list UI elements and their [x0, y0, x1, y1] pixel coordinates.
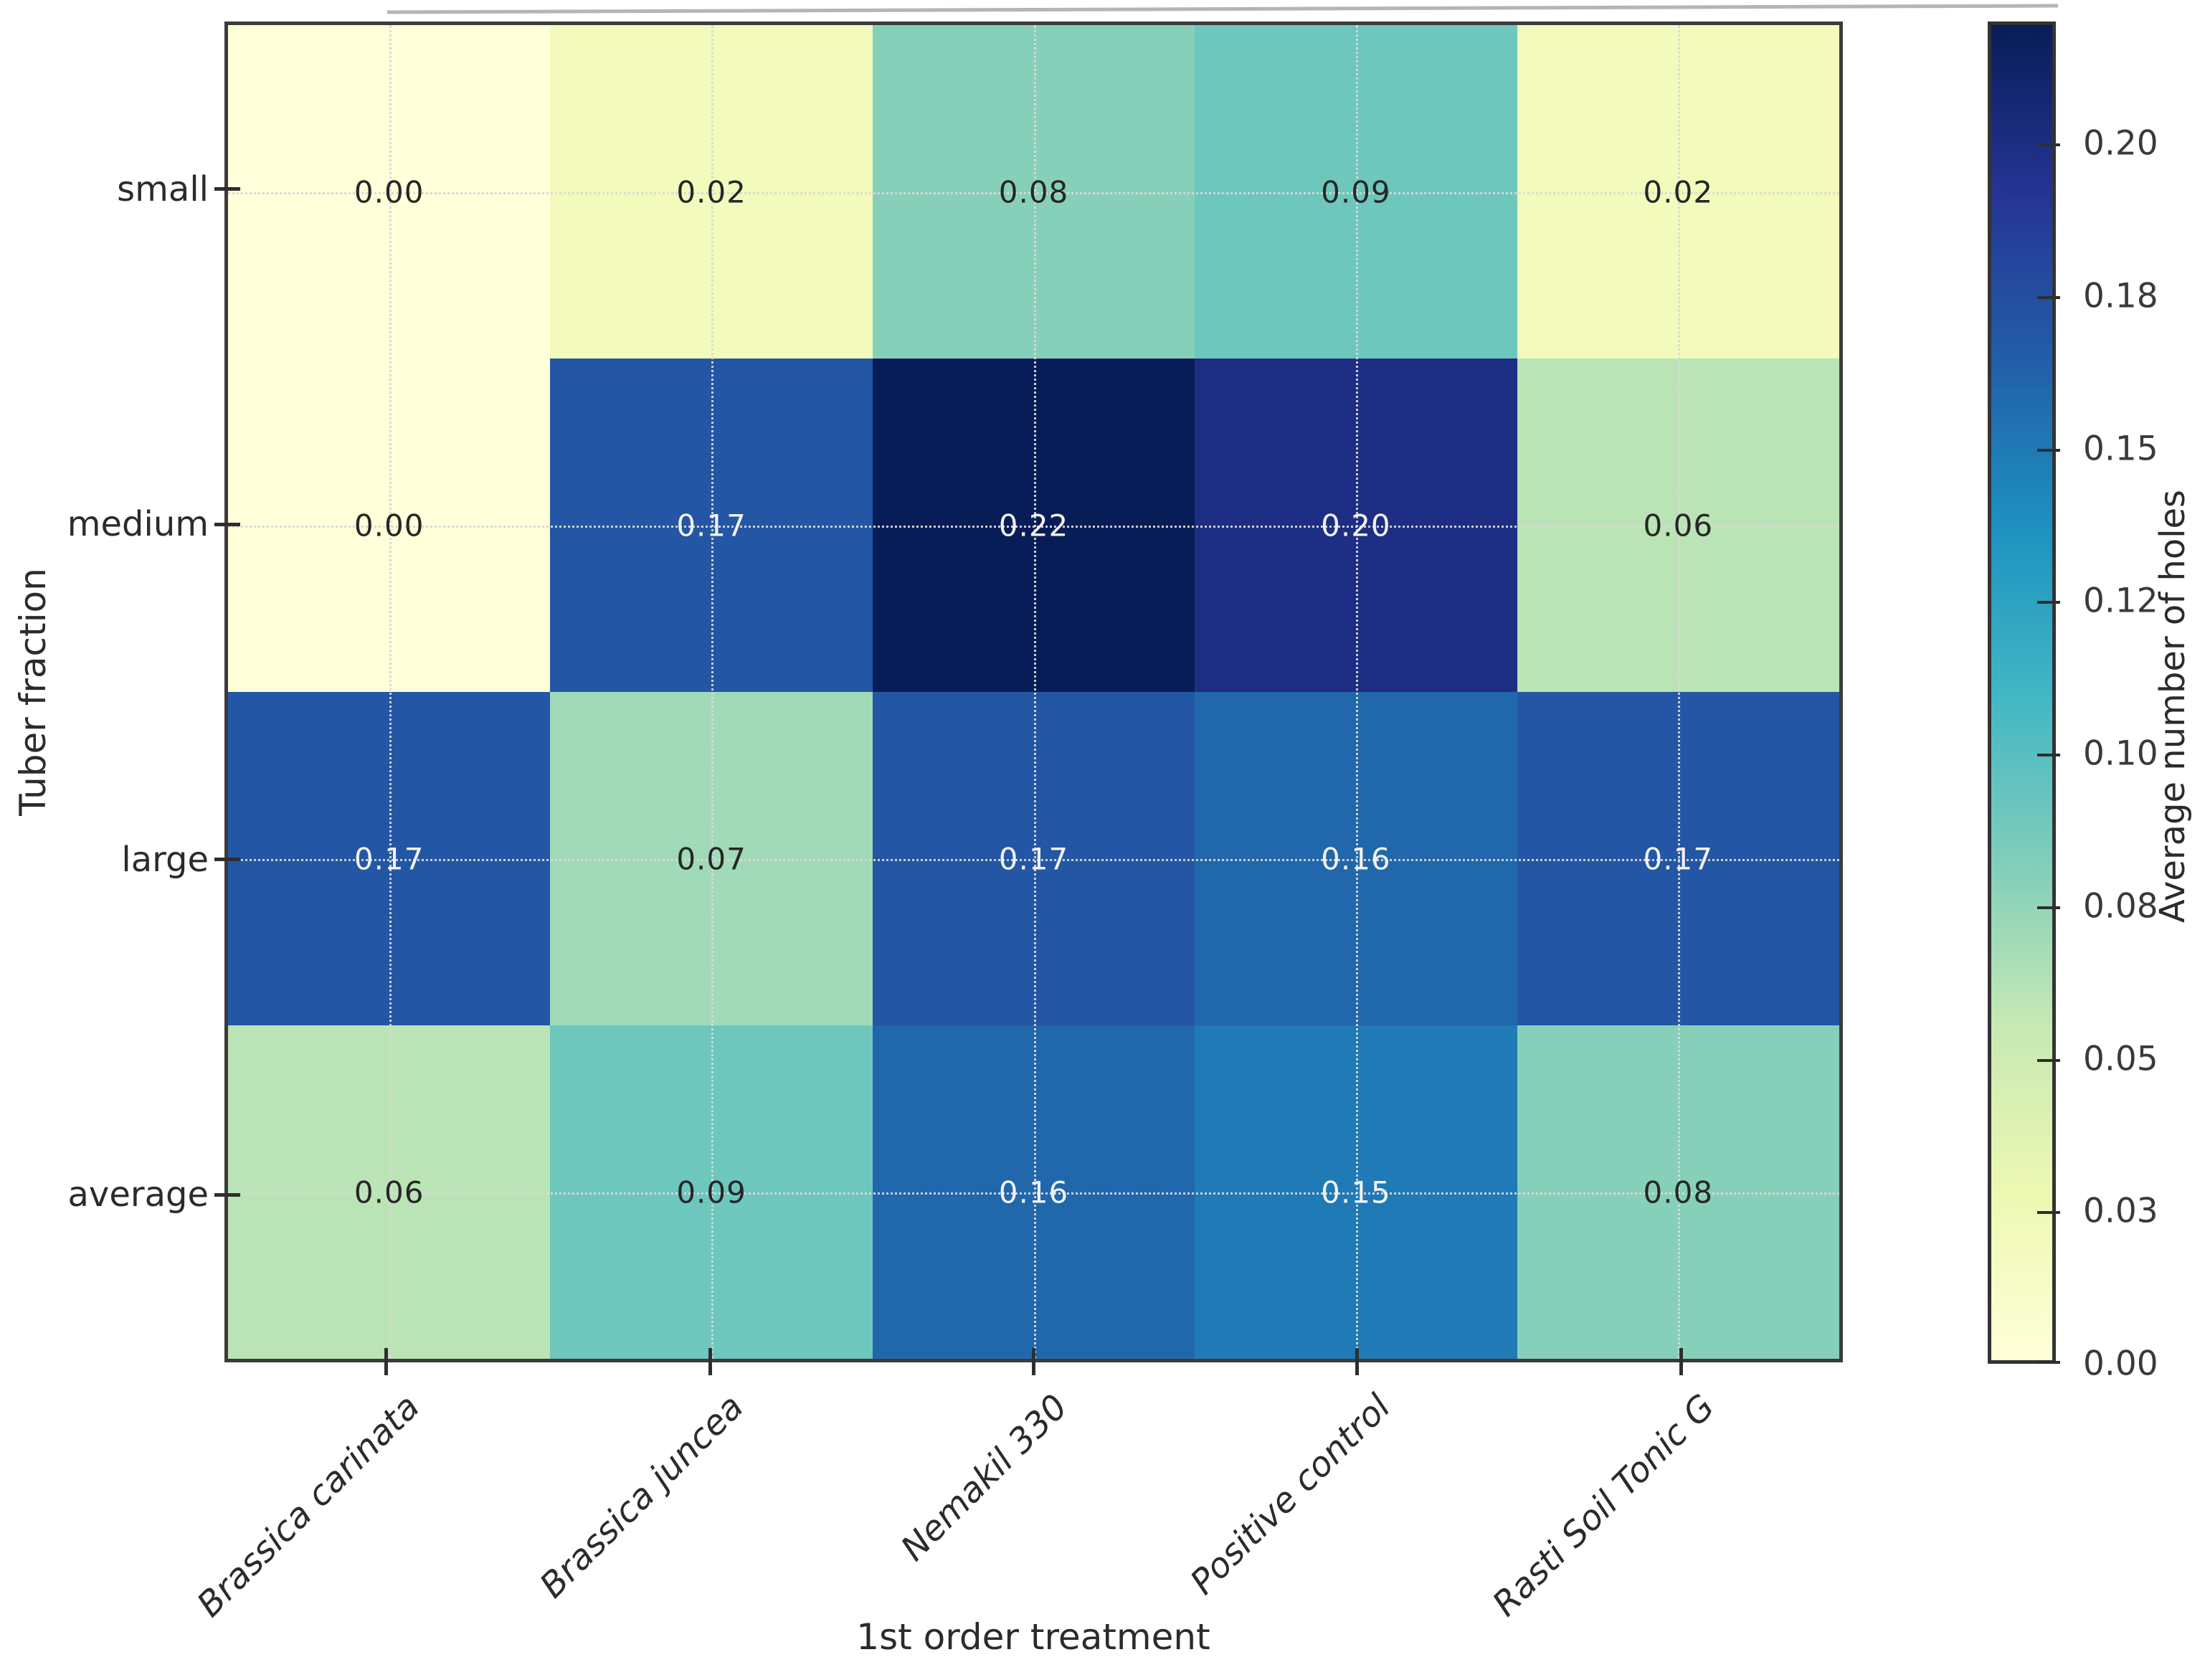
- x-tick-mark: [384, 1348, 389, 1375]
- colorbar-tick-mark: [2037, 448, 2060, 452]
- cell-value-medium-4: 0.06: [1643, 508, 1714, 543]
- colorbar-tick-label-0.05: 0.05: [2083, 1039, 2158, 1079]
- cell-value-large-0: 0.17: [354, 841, 425, 876]
- colorbar-tick-mark: [2037, 1361, 2060, 1364]
- y-tick-mark: [214, 522, 240, 526]
- cell-value-average-4: 0.08: [1643, 1174, 1714, 1210]
- y-tick-mark: [214, 187, 240, 191]
- cell-value-large-3: 0.16: [1321, 841, 1391, 876]
- colorbar-tick-label-0.08: 0.08: [2083, 886, 2158, 926]
- colorbar-tick-label-0.03: 0.03: [2083, 1191, 2158, 1231]
- cell-value-average-1: 0.09: [676, 1174, 746, 1210]
- colorbar-tick-label-0.10: 0.10: [2083, 734, 2158, 774]
- x-tick-mark: [708, 1348, 712, 1375]
- x-tick-label-0: Brassica carinata: [189, 1387, 428, 1625]
- y-tick-mark: [214, 1192, 240, 1197]
- horizontal-gridline: [228, 191, 1839, 194]
- y-axis-title: Tuber fraction: [12, 568, 54, 816]
- y-tick-label-average: average: [67, 1174, 209, 1215]
- x-tick-label-4: Rasti Soil Tonic G: [1484, 1387, 1722, 1625]
- colorbar-tick-mark: [2037, 601, 2060, 604]
- cell-value-average-0: 0.06: [354, 1174, 425, 1210]
- colorbar-axis-label: Average number of holes: [2153, 489, 2193, 924]
- cell-value-small-0: 0.00: [354, 174, 425, 209]
- cell-value-large-2: 0.17: [998, 841, 1069, 876]
- colorbar: [1988, 22, 2056, 1364]
- colorbar-tick-mark: [2037, 754, 2060, 757]
- cell-value-small-1: 0.02: [676, 174, 746, 209]
- plot-area: 0.00 0.02 0.08 0.09 0.02 0.00 0.17 0.22 0.20 0.06…: [224, 22, 1843, 1362]
- colorbar-tick-mark: [2037, 906, 2060, 909]
- cell-value-medium-0: 0.00: [354, 508, 425, 543]
- cell-value-medium-2: 0.22: [998, 508, 1069, 543]
- colorbar-tick-mark: [2037, 295, 2060, 299]
- colorbar-gradient: [1991, 25, 2052, 1360]
- colorbar-tick-mark: [2037, 1211, 2060, 1215]
- colorbar-tick-mark: [2037, 143, 2060, 147]
- x-tick-label-3: Positive control: [1182, 1387, 1399, 1603]
- cell-value-medium-1: 0.17: [676, 508, 746, 543]
- x-tick-mark: [1355, 1348, 1360, 1375]
- cell-value-small-3: 0.09: [1321, 174, 1391, 209]
- y-tick-label-large: large: [121, 839, 209, 880]
- vertical-gridline: [711, 25, 714, 1359]
- x-tick-mark: [1679, 1348, 1683, 1375]
- cell-value-average-2: 0.16: [998, 1174, 1069, 1210]
- x-tick-label-1: Brassica juncea: [532, 1387, 751, 1606]
- colorbar-tick-label-0.18: 0.18: [2083, 276, 2158, 316]
- colorbar-tick-label-0.15: 0.15: [2083, 429, 2158, 469]
- screenshot-edge-line: [386, 4, 2059, 14]
- vertical-gridline: [1355, 25, 1358, 1359]
- y-tick-label-small: small: [117, 169, 209, 209]
- vertical-gridline: [1678, 25, 1681, 1359]
- y-tick-label-medium: medium: [67, 504, 209, 545]
- horizontal-gridline: [228, 1192, 1839, 1195]
- gridline-overlay: [228, 25, 1839, 1359]
- cell-value-small-4: 0.02: [1643, 174, 1714, 209]
- colorbar-tick-label-0.12: 0.12: [2083, 581, 2158, 621]
- cell-value-layer: 0.00 0.02 0.08 0.09 0.02 0.00 0.17 0.22 0.20 0.06…: [228, 25, 1839, 1359]
- x-tick-mark: [1032, 1348, 1035, 1375]
- cell-value-medium-3: 0.20: [1321, 508, 1391, 543]
- vertical-gridline: [1033, 25, 1036, 1359]
- horizontal-gridline: [228, 525, 1839, 528]
- y-tick-mark: [214, 858, 240, 862]
- vertical-gridline: [389, 25, 392, 1359]
- x-tick-label-2: Nemakil 330: [893, 1387, 1076, 1569]
- cell-value-large-4: 0.17: [1643, 841, 1714, 876]
- cell-value-average-3: 0.15: [1321, 1174, 1391, 1210]
- horizontal-gridline: [228, 858, 1839, 861]
- colorbar-tick-mark: [2037, 1058, 2060, 1062]
- colorbar-tick-label-0.20: 0.20: [2083, 123, 2158, 163]
- x-axis-title: 1st order treatment: [856, 1616, 1210, 1658]
- cell-value-large-1: 0.07: [676, 841, 746, 876]
- cell-value-small-2: 0.08: [998, 174, 1069, 209]
- colorbar-tick-label-0.00: 0.00: [2083, 1344, 2158, 1384]
